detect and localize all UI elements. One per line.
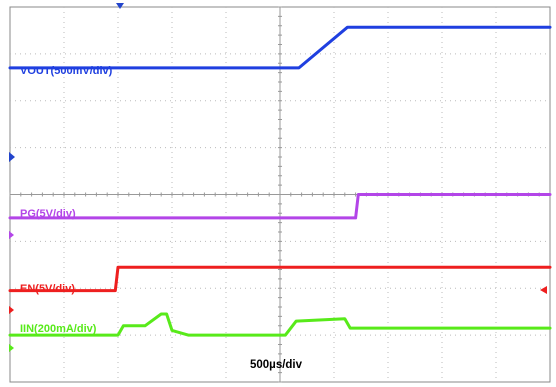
trigger-level-marker [540,286,547,294]
iin-ground-marker [9,344,14,352]
pg-label: PG(5V/div) [20,208,76,220]
traces [8,25,552,337]
en-label: EN(5V/div) [20,283,75,295]
iin-label: IIN(200mA/div) [20,323,97,335]
trigger-position-marker [116,3,124,9]
markers [9,3,547,352]
pg-trace [8,193,552,220]
pg-ground-marker [9,231,14,239]
en-ground-marker [9,306,14,314]
vout-label: VOUT(500mV/div) [20,65,113,77]
iin-trace [8,312,552,337]
vout-trace [8,25,552,70]
en-trace [8,265,552,293]
graticule [9,6,551,383]
timebase-label: 500µs/div [250,359,303,371]
vout-ground-marker [9,152,15,162]
